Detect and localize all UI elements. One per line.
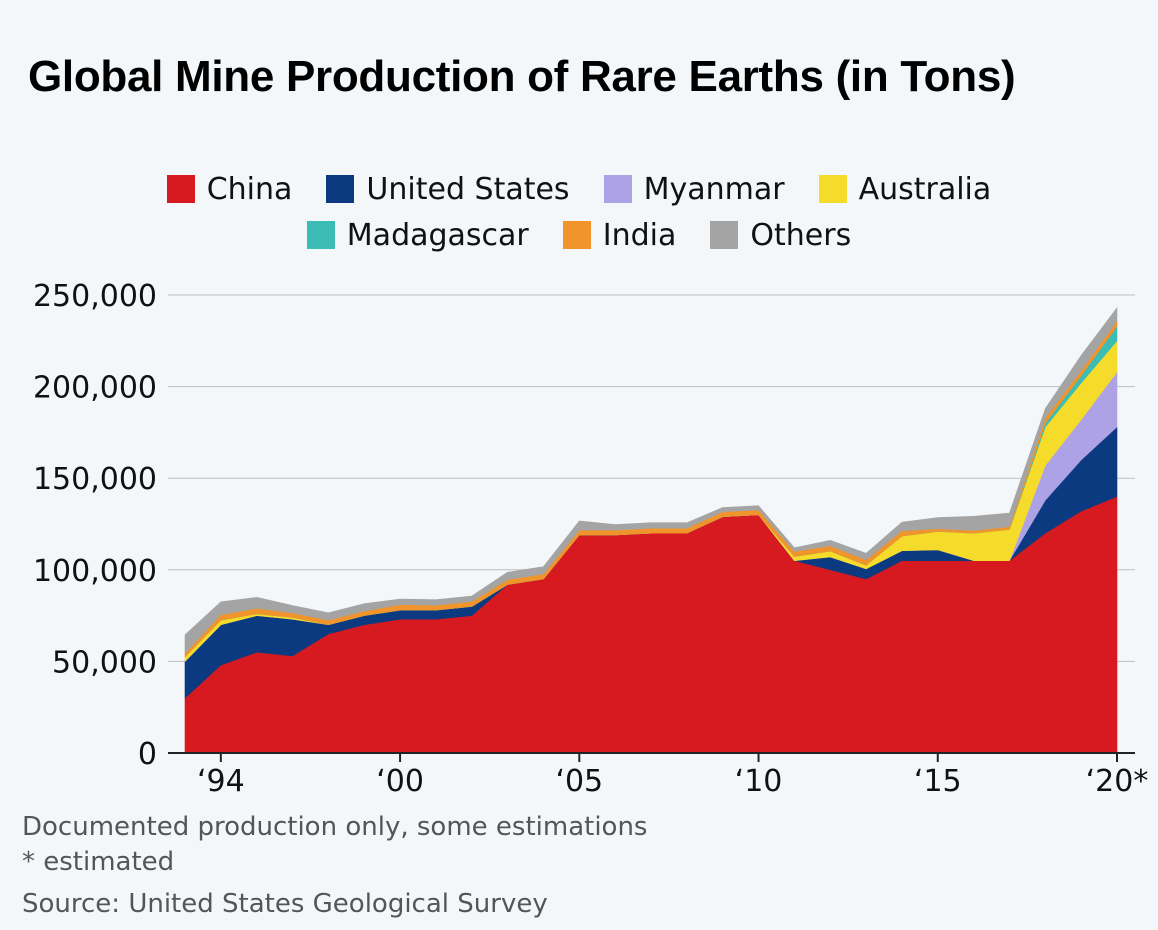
legend-swatch [562,221,591,249]
y-tick-label: 50,000 [52,645,157,680]
x-tick-label: ‘05 [555,764,603,799]
legend-label: China [206,171,293,207]
legend-item-india: India [562,216,677,254]
note-estimated: * estimated [22,847,175,877]
legend-swatch [306,221,335,249]
legend-item-australia: Australia [818,170,992,208]
legend-label: United States [366,171,570,207]
legend-label: Myanmar [643,171,785,207]
chart-notes: Documented production only, some estimat… [22,810,647,922]
area-series-others [184,307,1118,654]
y-tick-label: 100,000 [33,554,157,589]
legend-swatch [603,175,632,203]
legend-label: Madagascar [346,217,529,253]
legend-item-china: China [166,170,293,208]
x-tick-label: ‘94 [197,764,245,799]
y-tick-label: 0 [138,737,157,772]
chart-title: Global Mine Production of Rare Earths (i… [28,52,1016,101]
legend-item-myanmar: Myanmar [603,170,785,208]
x-tick-label: ‘15 [914,764,962,799]
x-tick-label: ‘00 [376,764,424,799]
legend-swatch [818,175,847,203]
legend-swatch [710,221,739,249]
y-tick-label: 150,000 [33,462,157,497]
legend-label: Australia [858,171,992,207]
source-note: Source: United States Geological Survey [22,889,548,919]
legend-swatch [166,175,195,203]
legend-swatch [326,175,355,203]
legend-item-united-states: United States [326,170,570,208]
note-documented: Documented production only, some estimat… [22,812,648,842]
legend-item-others: Others [710,216,851,254]
legend-item-madagascar: Madagascar [306,216,529,254]
x-tick-label: ‘10 [735,764,783,799]
chart-legend: China United States Myanmar Australia Madaga… [0,170,1158,254]
legend-label: India [602,217,677,253]
y-tick-label: 250,000 [33,279,157,314]
legend-label: Others [750,217,852,253]
x-tick-label: ‘20* [1086,764,1149,799]
y-tick-label: 200,000 [33,371,157,406]
